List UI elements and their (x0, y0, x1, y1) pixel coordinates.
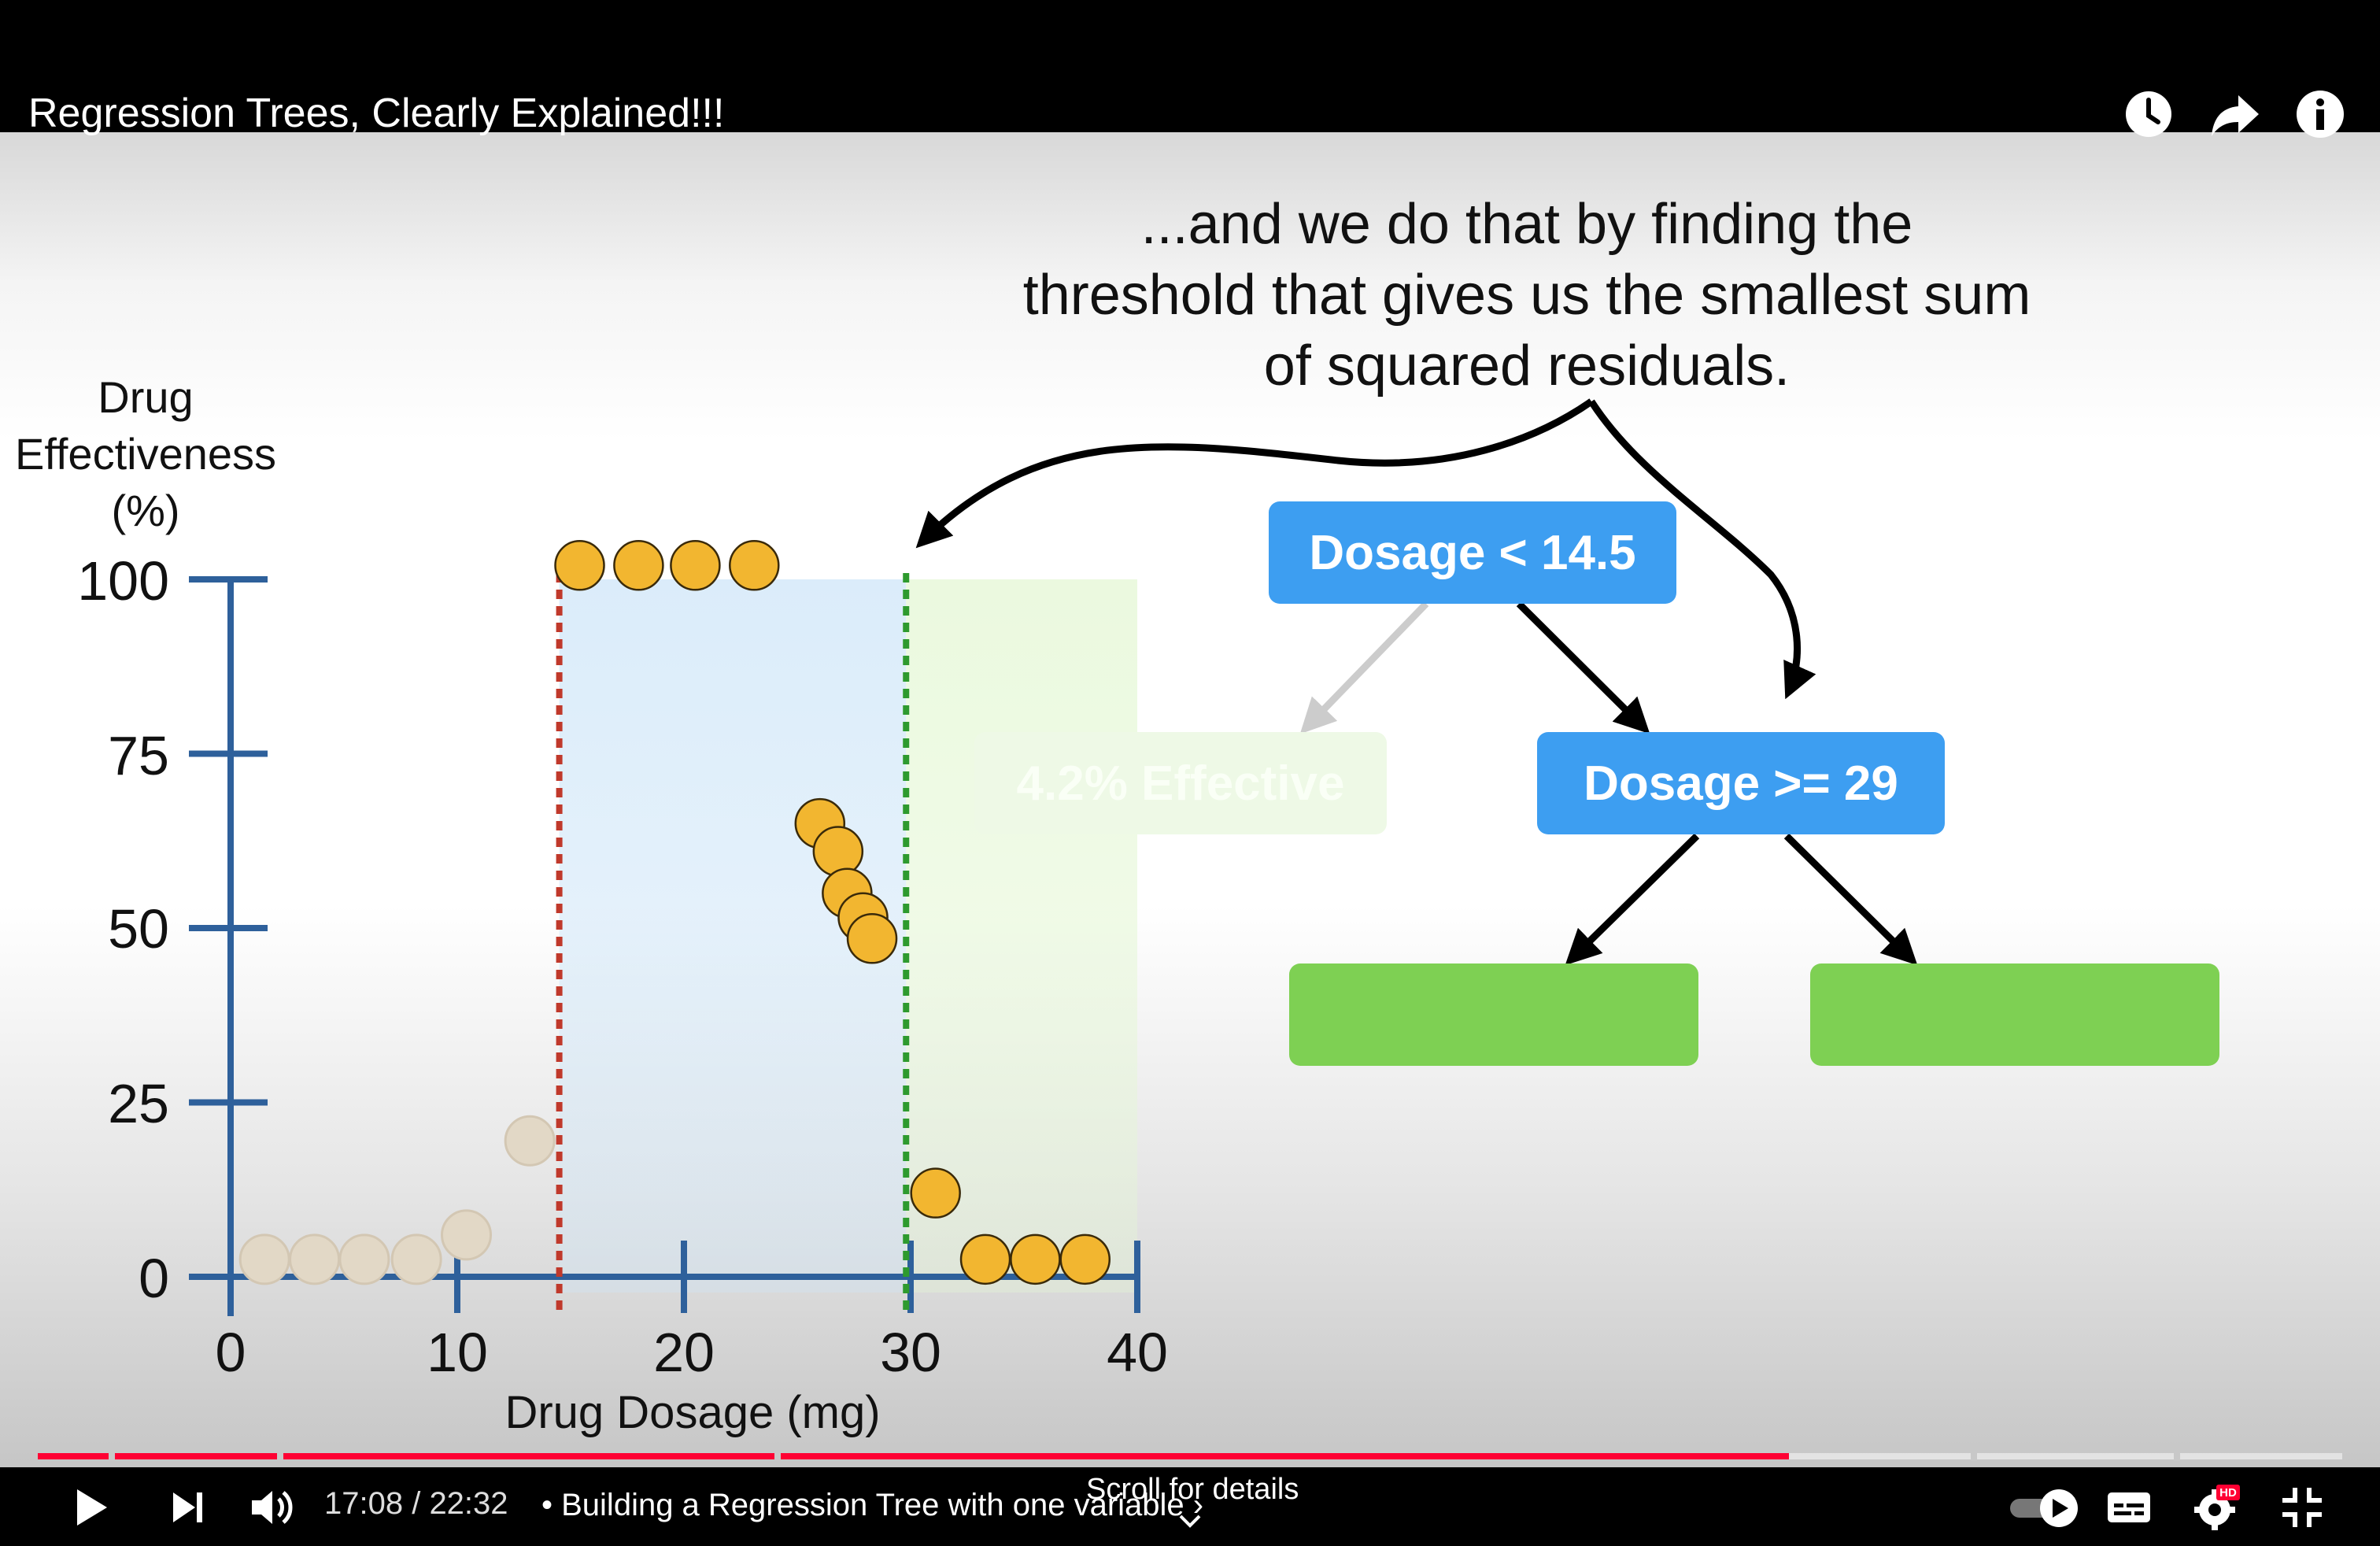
chapter-marker (1971, 1452, 1977, 1461)
progress-played (38, 1453, 1790, 1459)
watch-later-icon[interactable] (2123, 89, 2174, 139)
x-tick-label: 40 (1107, 1322, 1168, 1383)
video-top-bar (0, 0, 2380, 132)
hd-badge: HD (2219, 1486, 2237, 1500)
settings-icon[interactable]: HD (2188, 1480, 2243, 1535)
curved-arrow-left (915, 398, 1594, 549)
y-tick-label: 50 (108, 898, 169, 960)
y-tick-label: 75 (108, 725, 169, 786)
x-tick-label: 30 (880, 1322, 941, 1383)
data-point-faded (338, 1233, 390, 1285)
tree-left-leaf: 4.2% Effective (974, 732, 1387, 834)
tree-edge-root-second (1516, 601, 1650, 734)
x-axis-label: Drug Dosage (mg) (504, 1387, 881, 1438)
caption-line-1: ...and we do that by finding the (1140, 193, 1913, 256)
slide-caption: ...and we do that by finding the thresho… (929, 189, 2125, 401)
subtitles-icon[interactable] (2101, 1480, 2156, 1535)
chapter-marker (774, 1452, 781, 1461)
tree-edge-second-leaf-b (1783, 833, 1918, 966)
time-display: 17:08 / 22:32 (324, 1486, 508, 1521)
x-tick-label: 0 (215, 1322, 246, 1383)
y-axis-label-line-1: Drug (98, 372, 194, 422)
autoplay-toggle[interactable] (2007, 1480, 2094, 1535)
y-tick-label: 25 (108, 1073, 169, 1134)
x-tick-label: 20 (653, 1322, 715, 1383)
tree-leaf-empty-left (1289, 963, 1698, 1066)
tree-leaf-empty-right (1810, 963, 2219, 1066)
caption-line-3: of squared residuals. (1263, 335, 1791, 398)
share-icon[interactable] (2210, 89, 2260, 139)
chevron-right-icon: › (1184, 1488, 1204, 1522)
y-axis-label-line-2: Effectiveness (14, 429, 277, 479)
data-point (846, 913, 898, 964)
data-point (1059, 1233, 1111, 1285)
data-point (613, 540, 664, 591)
y-tick-label: 100 (77, 550, 169, 612)
chapter-marker (2174, 1452, 2180, 1461)
chapter-marker (109, 1452, 115, 1461)
play-icon[interactable] (63, 1480, 118, 1535)
tree-edge-root-left (1299, 601, 1429, 734)
player-controls (0, 1467, 2380, 1546)
video-title[interactable]: Regression Trees, Clearly Explained!!! (28, 91, 725, 136)
info-icon[interactable] (2295, 89, 2345, 139)
chapter-title[interactable]: • Building a Regression Tree with one va… (541, 1483, 1203, 1527)
scroll-for-details[interactable]: Scroll for details (1086, 1470, 1299, 1508)
data-point (910, 1167, 961, 1219)
data-point (729, 540, 780, 591)
curved-arrow-right (1588, 399, 1816, 700)
data-point (959, 1233, 1011, 1285)
scroll-hint-text: Scroll for details (1086, 1473, 1299, 1506)
data-point-faded (390, 1233, 442, 1285)
data-point-faded (504, 1115, 556, 1167)
volume-icon[interactable] (244, 1480, 299, 1535)
data-point (554, 540, 605, 591)
data-point-faded (441, 1209, 493, 1261)
next-video-icon[interactable] (161, 1480, 216, 1535)
tree-edge-second-leaf-a (1565, 833, 1700, 966)
data-point (670, 540, 721, 591)
exit-fullscreen-icon[interactable] (2275, 1480, 2330, 1535)
y-axis-label-line-3: (%) (111, 486, 180, 535)
chapter-marker (277, 1452, 283, 1461)
chapter-title-text: • Building a Regression Tree with one va… (541, 1488, 1184, 1522)
chevron-down-icon[interactable] (1174, 1510, 1206, 1533)
data-point (1010, 1233, 1061, 1285)
x-tick-label: 10 (427, 1322, 488, 1383)
tree-second-node: Dosage >= 29 (1537, 732, 1945, 834)
caption-line-2: threshold that gives us the smallest sum (1022, 264, 2031, 327)
tree-root-node: Dosage < 14.5 (1269, 501, 1676, 604)
y-tick-label: 0 (139, 1248, 169, 1309)
